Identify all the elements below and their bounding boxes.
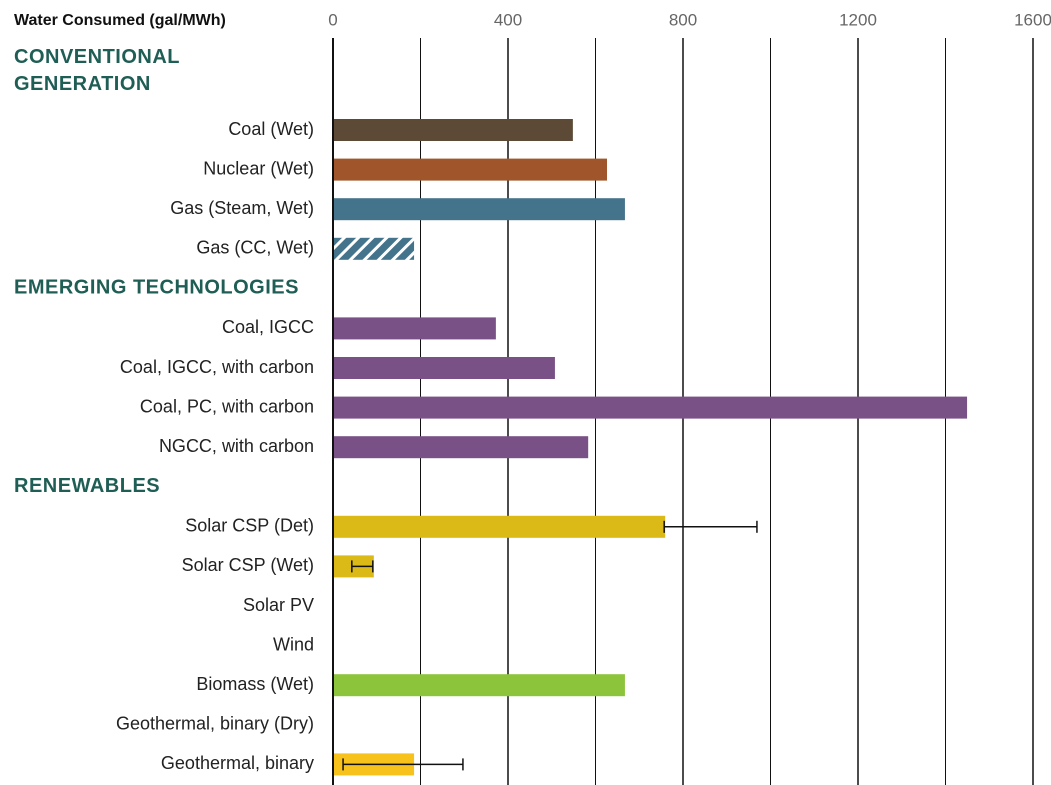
- x-tick-label: 0: [328, 10, 337, 29]
- category-label: NGCC, with carbon: [159, 436, 314, 456]
- x-tick-label: 1200: [839, 10, 877, 29]
- bar: [334, 158, 607, 181]
- group-heading: EMERGING TECHNOLOGIES: [14, 277, 299, 299]
- chart-title: Water Consumed (gal/MWh): [14, 12, 226, 29]
- category-label: Coal (Wet): [228, 119, 314, 139]
- category-label: Coal, IGCC: [222, 317, 314, 337]
- bar: [334, 237, 415, 260]
- x-tick-label: 400: [494, 10, 522, 29]
- bar: [334, 357, 555, 379]
- bar: [334, 198, 625, 221]
- x-tick-label: 800: [669, 10, 697, 29]
- category-label: Nuclear (Wet): [203, 158, 314, 178]
- bar: [334, 674, 625, 697]
- heading-line: GENERATION: [14, 73, 151, 95]
- category-label: Geothermal, binary (Dry): [116, 714, 314, 734]
- bar: [334, 317, 496, 340]
- category-label: Gas (CC, Wet): [196, 238, 314, 258]
- category-label: Coal, IGCC, with carbon: [120, 357, 314, 377]
- category-label: Biomass (Wet): [196, 674, 314, 694]
- category-label: Coal, PC, with carbon: [140, 396, 314, 416]
- bar: [334, 119, 573, 141]
- bar: [334, 436, 589, 459]
- x-tick-label: 1600: [1014, 10, 1051, 29]
- category-label: Geothermal, binary: [161, 753, 314, 773]
- category-label: Wind: [273, 634, 314, 654]
- category-label: Gas (Steam, Wet): [170, 198, 314, 218]
- category-label: Solar CSP (Wet): [182, 555, 314, 575]
- group-heading: RENEWABLES: [14, 475, 160, 497]
- heading-line: CONVENTIONAL: [14, 46, 180, 68]
- bar: [334, 396, 968, 419]
- group-heading: CONVENTIONAL GENERATION: [14, 46, 180, 95]
- category-label: Solar PV: [243, 595, 314, 615]
- bar: [334, 515, 666, 538]
- category-label: Solar CSP (Det): [185, 516, 314, 536]
